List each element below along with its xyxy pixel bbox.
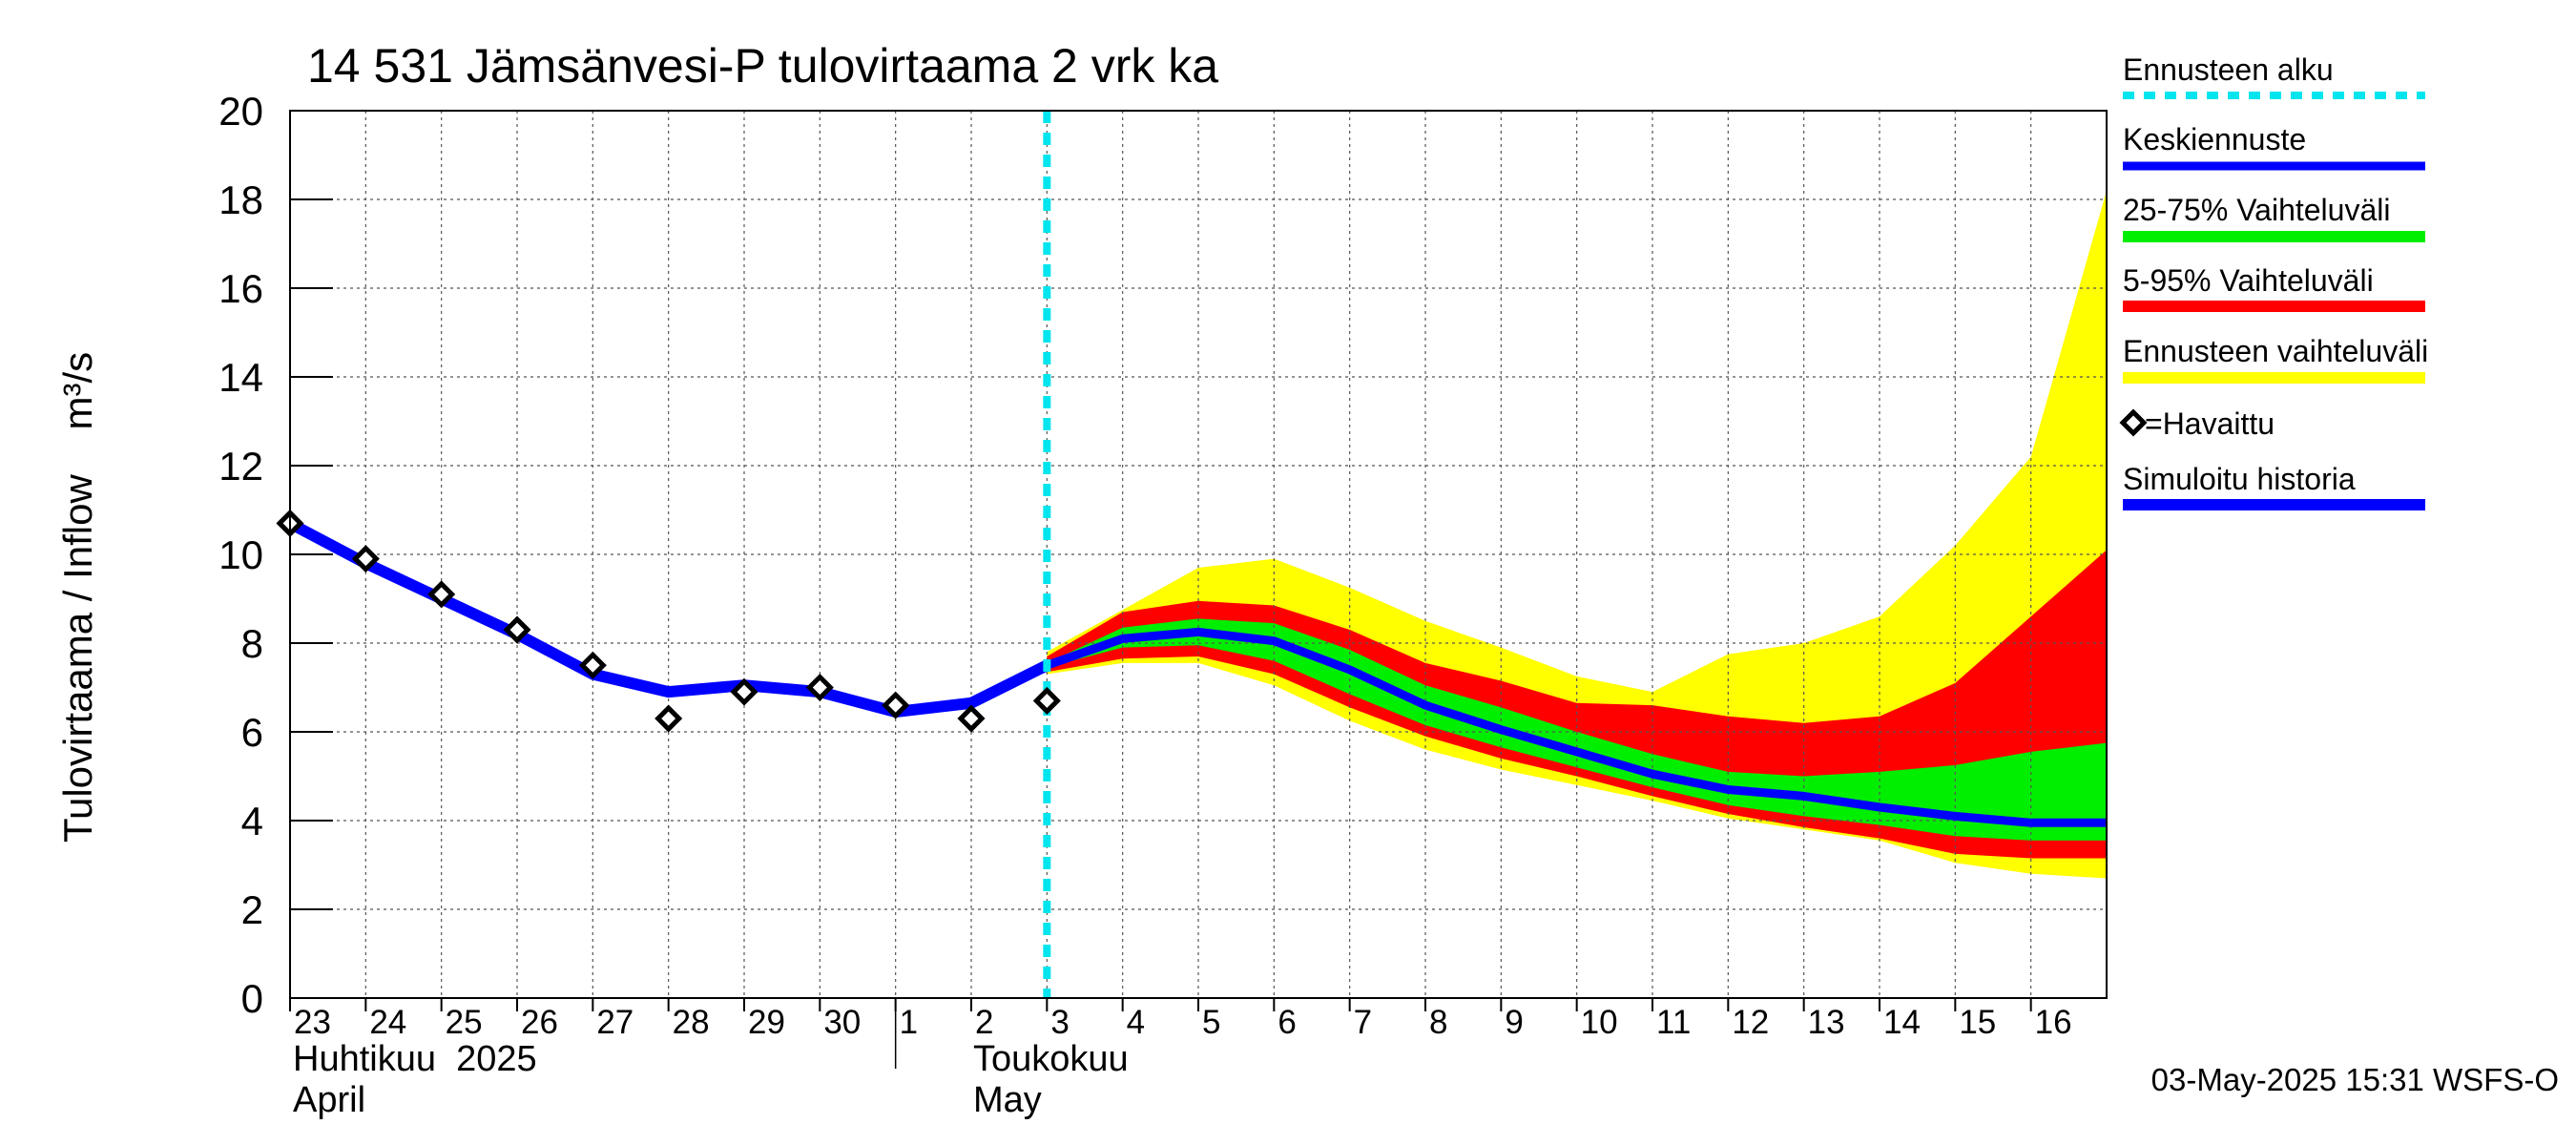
- x-tick-label: 26: [521, 1004, 558, 1041]
- y-tick-label: 8: [241, 621, 263, 666]
- legend-label-simulated: Simuloitu historia: [2123, 462, 2356, 496]
- x-tick-label: 24: [369, 1004, 406, 1041]
- month-label-april-en: April: [293, 1080, 365, 1120]
- observed-markers: [276, 509, 1061, 733]
- y-tick-label: 12: [218, 444, 263, 489]
- observed-point: [503, 615, 531, 644]
- observed-point: [654, 704, 683, 733]
- y-tick-label: 14: [218, 355, 263, 400]
- x-tick-label: 25: [446, 1004, 483, 1041]
- y-tick-label: 18: [218, 177, 263, 222]
- legend: Ennusteen alku Keskiennuste 25-75% Vaiht…: [2119, 52, 2428, 510]
- x-tick-label: 16: [2035, 1004, 2072, 1041]
- y-tick-label: 4: [241, 799, 263, 843]
- y-tick-label: 2: [241, 887, 263, 932]
- observed-point: [805, 673, 834, 702]
- y-tick-label: 16: [218, 266, 263, 311]
- y-tick-label: 6: [241, 710, 263, 755]
- x-tick-label: 11: [1656, 1004, 1691, 1041]
- x-tick-label: 14: [1883, 1004, 1921, 1041]
- legend-observed-marker: [2119, 408, 2148, 437]
- x-tick-label: 10: [1581, 1004, 1618, 1041]
- forecast-bands: [1047, 190, 2107, 879]
- series-forecast-mean: [1045, 627, 2107, 827]
- chart-title: 14 531 Jämsänvesi-P tulovirtaama 2 vrk k…: [307, 39, 1218, 93]
- observed-point: [351, 545, 380, 573]
- x-tick-label: 1: [900, 1004, 918, 1041]
- legend-label-mean: Keskiennuste: [2123, 122, 2306, 156]
- legend-label-band-5-95: 5-95% Vaihteluväli: [2123, 263, 2374, 298]
- x-tick-label: 29: [748, 1004, 785, 1041]
- y-tick-label: 20: [218, 89, 263, 134]
- x-tick-label: 8: [1429, 1004, 1447, 1041]
- series-simulated-history: [287, 518, 1049, 718]
- month-label-april-fi: Huhtikuu 2025: [293, 1039, 537, 1079]
- x-tick-label: 6: [1278, 1004, 1296, 1041]
- observed-point: [427, 580, 456, 609]
- band-full-range: [1047, 190, 2107, 879]
- plot-area: [276, 110, 2108, 999]
- x-tick-label: 9: [1505, 1004, 1523, 1041]
- legend-label-forecast-start: Ennusteen alku: [2123, 52, 2334, 87]
- timestamp: 03-May-2025 15:31 WSFS-O: [2151, 1062, 2559, 1097]
- x-tick-label: 30: [823, 1004, 861, 1041]
- y-axis: 0 2 4 6 8 10 12 14 16 18 20: [218, 89, 333, 1021]
- x-tick-label: 5: [1202, 1004, 1220, 1041]
- series-lines: [287, 111, 2107, 998]
- x-tick-label: 27: [596, 1004, 634, 1041]
- x-tick-label: 4: [1127, 1004, 1145, 1041]
- x-tick-label: 3: [1050, 1004, 1069, 1041]
- legend-label-band-full: Ennusteen vaihteluväli: [2123, 334, 2428, 368]
- x-tick-label: 15: [1959, 1004, 1996, 1041]
- x-tick-label: 12: [1732, 1004, 1769, 1041]
- x-tick-label: 13: [1808, 1004, 1845, 1041]
- observed-point: [882, 691, 910, 719]
- legend-label-band-25-75: 25-75% Vaihteluväli: [2123, 193, 2390, 227]
- x-tick-label: 23: [294, 1004, 331, 1041]
- month-label-may-fi: Toukokuu: [973, 1039, 1129, 1079]
- y-tick-label: 10: [218, 532, 263, 577]
- y-axis-label: Tulovirtaama / Inflow m³/s: [55, 352, 100, 843]
- y-tick-label: 0: [241, 976, 263, 1021]
- legend-label-observed: =Havaittu: [2145, 406, 2275, 441]
- x-tick-label: 28: [673, 1004, 710, 1041]
- observed-point: [730, 677, 758, 706]
- grid: [289, 110, 2108, 999]
- band-25-75: [1047, 618, 2107, 841]
- observed-point: [957, 704, 986, 733]
- x-tick-label: 2: [975, 1004, 993, 1041]
- observed-point: [1032, 686, 1061, 715]
- observed-point: [578, 651, 607, 679]
- x-tick-label: 7: [1354, 1004, 1372, 1041]
- x-axis: 23 24 25 26 27 28 29 30 1 2 3 4 5 6 7 8 9 10 11 12 13 14 15 16: [289, 998, 2072, 1069]
- month-label-may-en: May: [973, 1080, 1042, 1120]
